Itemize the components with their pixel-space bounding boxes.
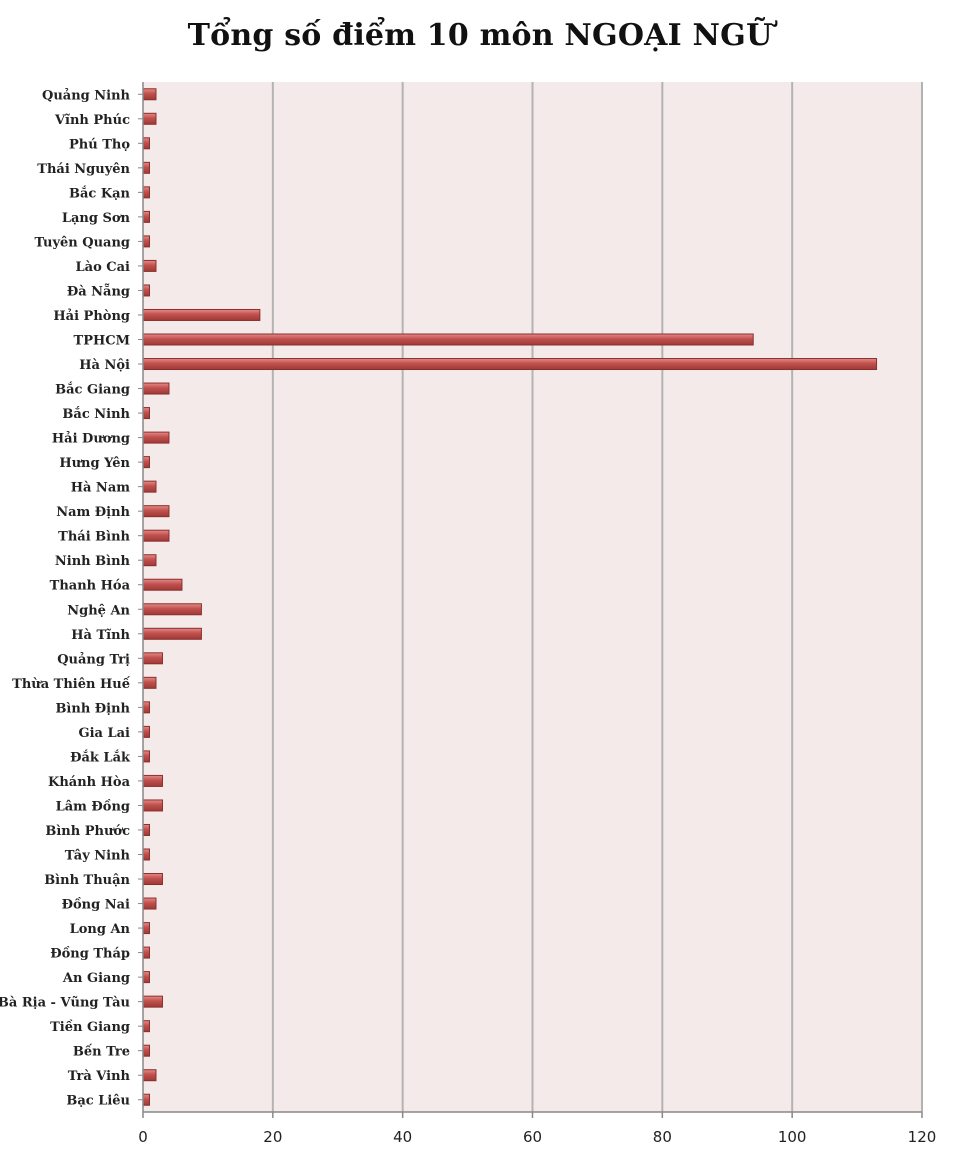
bar	[142, 946, 150, 959]
bar	[142, 235, 150, 248]
bar	[142, 725, 150, 738]
category-label: Bắc Ninh	[62, 406, 130, 422]
category-label: Thanh Hóa	[50, 579, 131, 594]
category-label: Đồng Tháp	[50, 946, 130, 962]
category-label: Trà Vinh	[68, 1069, 131, 1084]
x-tick-labels: 0 20 40 60 80 100 120	[138, 1112, 936, 1146]
gridlines	[271, 82, 923, 1112]
category-labels: Quảng Ninh Vĩnh Phúc Phú Thọ Thái Nguyên Bắc…	[0, 87, 131, 1108]
category-label: Long An	[70, 922, 131, 937]
category-label: Bình Phước	[45, 824, 130, 839]
category-label: Bình Thuận	[44, 873, 130, 888]
bar	[142, 137, 150, 150]
bar	[142, 186, 150, 199]
bar	[142, 333, 754, 346]
bar	[142, 554, 157, 567]
x-tick-label: 60	[523, 1128, 542, 1146]
bar	[142, 603, 202, 616]
bar	[142, 652, 163, 665]
x-tick-label: 0	[138, 1128, 148, 1146]
bar	[142, 284, 150, 297]
category-label: Thái Bình	[58, 530, 130, 545]
bar	[142, 382, 170, 395]
category-label: Hà Nam	[71, 481, 131, 496]
category-label: Hưng Yên	[59, 456, 130, 471]
category-label: Hải Phòng	[53, 308, 130, 324]
category-label: Đồng Nai	[62, 897, 130, 913]
bar	[142, 1020, 150, 1033]
category-label: Hà Tĩnh	[71, 628, 130, 643]
bar	[142, 897, 157, 910]
category-label: Nghệ An	[67, 603, 130, 618]
category-label: Đắk Lắk	[70, 749, 131, 765]
bar	[142, 873, 163, 886]
bar	[142, 1044, 150, 1057]
bar	[142, 480, 157, 493]
category-label: Quảng Ninh	[42, 87, 131, 103]
bar	[142, 210, 150, 223]
bar	[142, 456, 150, 469]
category-label: Bạc Liêu	[66, 1094, 130, 1109]
bar	[142, 1069, 157, 1082]
category-label: Bắc Giang	[55, 382, 130, 398]
bar	[142, 848, 150, 861]
bar	[142, 259, 157, 272]
category-label: Ninh Bình	[55, 554, 131, 569]
category-label: Nam Định	[56, 505, 130, 520]
bar	[142, 995, 163, 1008]
category-label: Lạng Sơn	[62, 211, 131, 226]
bar	[142, 676, 157, 689]
category-label: Bắc Kạn	[69, 185, 131, 201]
category-label: Lào Cai	[76, 260, 131, 275]
x-tick-label: 120	[908, 1128, 937, 1146]
bar	[142, 750, 150, 763]
category-label: Đà Nẵng	[67, 283, 130, 299]
bar	[142, 161, 150, 174]
bar	[142, 407, 150, 420]
category-label: Tây Ninh	[65, 849, 131, 864]
bar	[142, 308, 261, 321]
bar	[142, 971, 150, 984]
bar	[142, 505, 170, 518]
category-label: Thái Nguyên	[37, 162, 130, 177]
category-label: Phú Thọ	[69, 137, 130, 152]
bar	[142, 431, 170, 444]
bar	[142, 529, 170, 542]
bar	[142, 922, 150, 935]
x-tick-label: 20	[263, 1128, 282, 1146]
category-label: Gia Lai	[79, 726, 131, 741]
bar	[142, 701, 150, 714]
bar	[142, 1093, 150, 1106]
x-tick-label: 100	[778, 1128, 807, 1146]
x-tick-label: 80	[653, 1128, 672, 1146]
bar	[142, 578, 183, 591]
category-label: Bà Rịa - Vũng Tàu	[0, 996, 130, 1011]
category-label: An Giang	[62, 971, 130, 986]
category-label: Lâm Đồng	[56, 798, 130, 814]
bar	[142, 799, 163, 812]
bar	[142, 358, 878, 371]
category-label: Bến Tre	[73, 1044, 130, 1060]
category-label: Hải Dương	[52, 431, 130, 447]
bar	[142, 823, 150, 836]
category-label: Quảng Trị	[57, 651, 130, 667]
category-label: Khánh Hòa	[48, 775, 131, 790]
bar	[142, 112, 157, 125]
bar	[142, 774, 163, 787]
chart-title: Tổng số điểm 10 môn NGOẠI NGỮ	[187, 18, 773, 53]
bar	[142, 88, 157, 101]
category-label: Tuyên Quang	[35, 235, 130, 250]
category-label: Hà Nội	[79, 358, 130, 373]
category-label: Vĩnh Phúc	[54, 113, 130, 128]
bar	[142, 627, 202, 640]
category-label: Tiền Giang	[50, 1019, 130, 1035]
category-label: TPHCM	[74, 334, 130, 349]
category-label: Thừa Thiên Huế	[12, 676, 131, 692]
x-tick-label: 40	[393, 1128, 412, 1146]
category-label: Bình Định	[55, 701, 130, 716]
